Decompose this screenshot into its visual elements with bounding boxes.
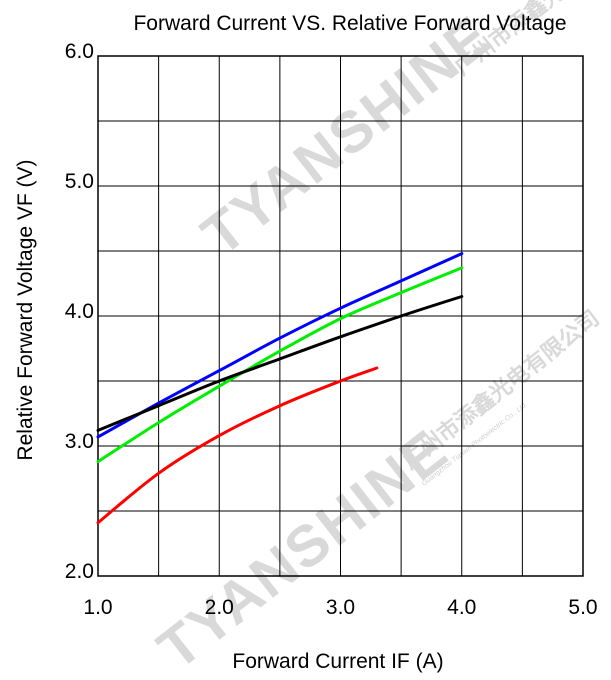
x-tick-label: 3.0 [326,596,355,619]
watermark-company-bottom: 广州市添鑫光电有限公司 [398,305,604,474]
chart-title: Forward Current VS. Relative Forward Vol… [133,12,566,35]
x-axis-title: Forward Current IF (A) [232,650,443,673]
watermark-brand-top: TYANSHINE [190,3,504,268]
watermark: TYANSHINE 广州市添鑫光电有限公司 TYANSHINE 广州市添鑫光电有… [146,0,611,680]
series-line-3 [96,295,464,432]
y-tick-label: 6.0 [65,40,94,63]
x-tick-label: 1.0 [83,596,112,619]
grid [97,55,584,577]
y-tick-label: 2.0 [65,560,94,583]
tick-labels: 1.0 2.0 3.0 4.0 5.0 2.0 3.0 4.0 5.0 6.0 [65,40,598,619]
series-line-4 [96,366,379,525]
y-tick-label: 5.0 [65,170,94,193]
x-tick-label: 5.0 [568,596,597,619]
y-tick-label: 4.0 [65,300,94,323]
series-line-2 [96,266,464,464]
plot-frame [97,55,584,577]
x-tick-label: 2.0 [205,596,234,619]
series-group [96,252,464,525]
y-tick-label: 3.0 [65,430,94,453]
y-axis-title: Relative Forward Voltage VF (V) [14,159,37,460]
x-tick-label: 4.0 [447,596,476,619]
series-line-1 [96,252,464,439]
